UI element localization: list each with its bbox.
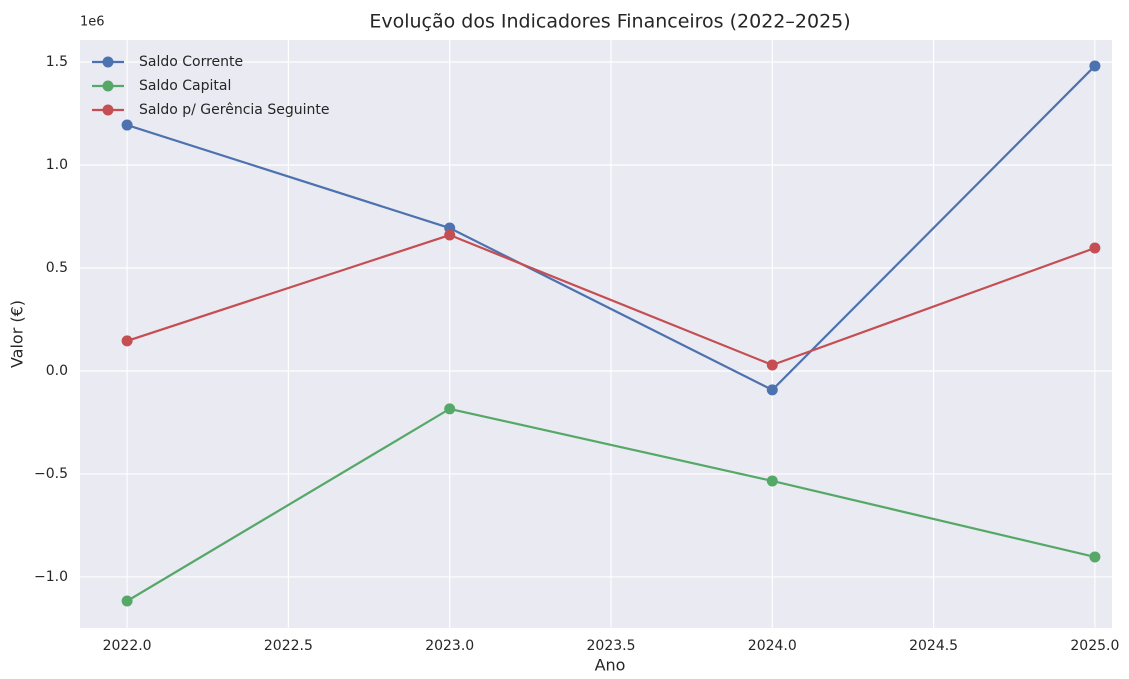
data-point (1089, 551, 1101, 563)
x-tick-label: 2024.0 (748, 638, 797, 654)
series-line (126, 407, 1096, 602)
y-tick-label: 1.5 (46, 54, 68, 70)
chart-title: Evolução dos Indicadores Financeiros (20… (369, 11, 850, 33)
data-point (766, 384, 778, 396)
data-point (1089, 60, 1101, 72)
y-axis-label: Valor (€) (8, 300, 27, 368)
data-point (444, 229, 456, 241)
x-axis-label: Ano (595, 656, 626, 675)
data-point (121, 335, 133, 347)
data-point (121, 595, 133, 607)
x-tick-label: 2024.5 (909, 638, 958, 654)
y-tick-label: 0.5 (46, 260, 68, 276)
y-tick-label: 1.0 (46, 157, 68, 173)
legend-marker (102, 104, 114, 116)
x-tick-label: 2025.0 (1070, 638, 1119, 654)
legend-label: Saldo Capital (139, 78, 231, 94)
x-tick-label: 2022.0 (103, 638, 152, 654)
data-point (766, 475, 778, 487)
data-point (1089, 242, 1101, 254)
x-tick-label: 2023.0 (425, 638, 474, 654)
series-line (126, 65, 1096, 392)
x-tick-label: 2023.5 (587, 638, 636, 654)
legend-marker (102, 56, 114, 68)
data-point (444, 403, 456, 415)
plot-area (80, 40, 1112, 628)
legend-label: Saldo Corrente (139, 54, 243, 70)
offset-label: 1e6 (80, 15, 105, 30)
data-point (121, 119, 133, 131)
data-point (766, 359, 778, 371)
y-tick-label: −0.5 (34, 466, 68, 482)
legend-label: Saldo p/ Gerência Seguinte (139, 102, 329, 118)
legend-marker (102, 80, 114, 92)
x-tick-label: 2022.5 (264, 638, 313, 654)
series-line (126, 233, 1096, 367)
y-tick-label: 0.0 (46, 363, 68, 379)
y-tick-label: −1.0 (34, 569, 68, 585)
